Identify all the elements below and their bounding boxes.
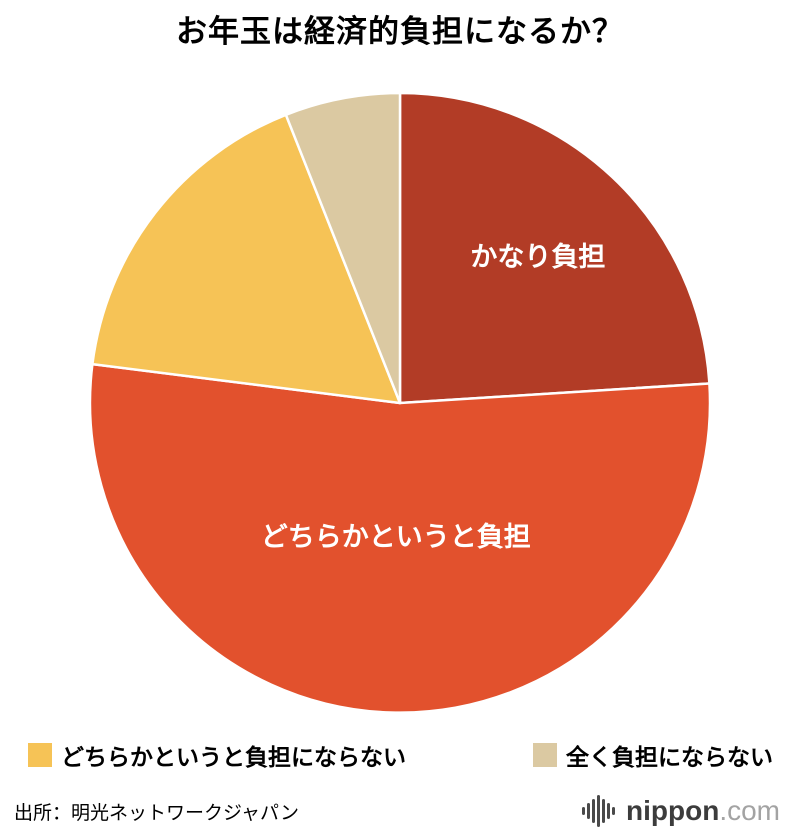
pie-slice-label-1: どちらかというと負担 [261,522,531,552]
nippon-logo: nippon.com [581,793,780,829]
source-text: 出所：明光ネットワークジャパン [14,803,300,824]
chart-legend: どちらかというと負担にならない 全く負担にならない [28,738,773,772]
pie-slice-label-0: かなり負担 [470,242,605,272]
legend-swatch-yellow [28,743,52,767]
legend-label: 全く負担にならない [566,744,773,770]
legend-item-not-really-burden: どちらかというと負担にならない [28,738,406,772]
page-title: お年玉は経済的負担になるか？ [176,14,624,49]
logo-tld: .com [719,795,780,826]
pie-slice-3 [284,91,402,405]
pie-slice-1 [88,362,712,714]
nippon-logo-bars-icon [582,795,616,827]
legend-item-no-burden-at-all: 全く負担にならない [533,738,773,772]
legend-swatch-beige [533,743,557,767]
pie-slice-0 [398,91,711,405]
logo-name: nippon [626,795,720,826]
legend-label: どちらかというと負担にならない [61,744,406,770]
pie-slice-2 [91,113,402,405]
